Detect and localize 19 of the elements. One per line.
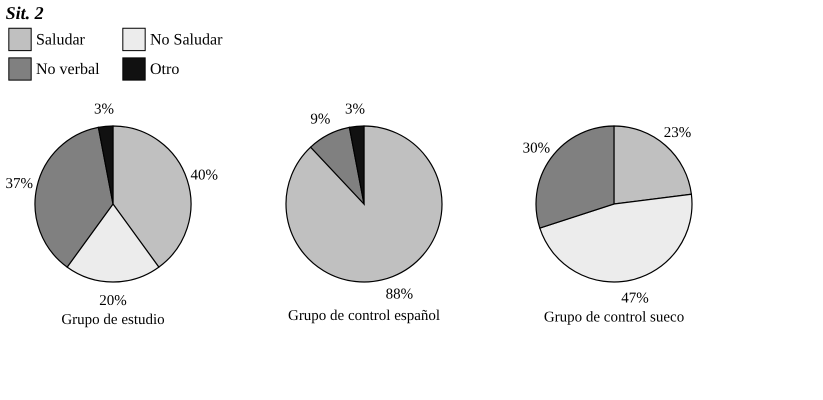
legend-label: No Saludar: [150, 31, 224, 48]
data-label: 3%: [344, 101, 365, 118]
data-label: 3%: [94, 101, 114, 118]
data-label: 40%: [190, 167, 218, 184]
data-label: 30%: [522, 140, 550, 157]
legend-label: Saludar: [36, 31, 86, 48]
text: Grupo de control sueco: [544, 310, 684, 326]
text: Sit. 2: [6, 3, 44, 23]
data-label: 88%: [386, 286, 414, 302]
legend-label: No verbal: [36, 61, 100, 78]
legend-label: Otro: [150, 61, 180, 78]
data-label: 37%: [6, 176, 34, 192]
data-label: 23%: [664, 124, 692, 141]
text: Grupo de control español: [288, 308, 440, 324]
text: Grupo de estudio: [61, 312, 165, 328]
data-label: 9%: [310, 111, 330, 128]
pie-slice: [285, 125, 443, 282]
data-label: 47%: [621, 290, 649, 307]
data-label: 20%: [99, 293, 127, 309]
